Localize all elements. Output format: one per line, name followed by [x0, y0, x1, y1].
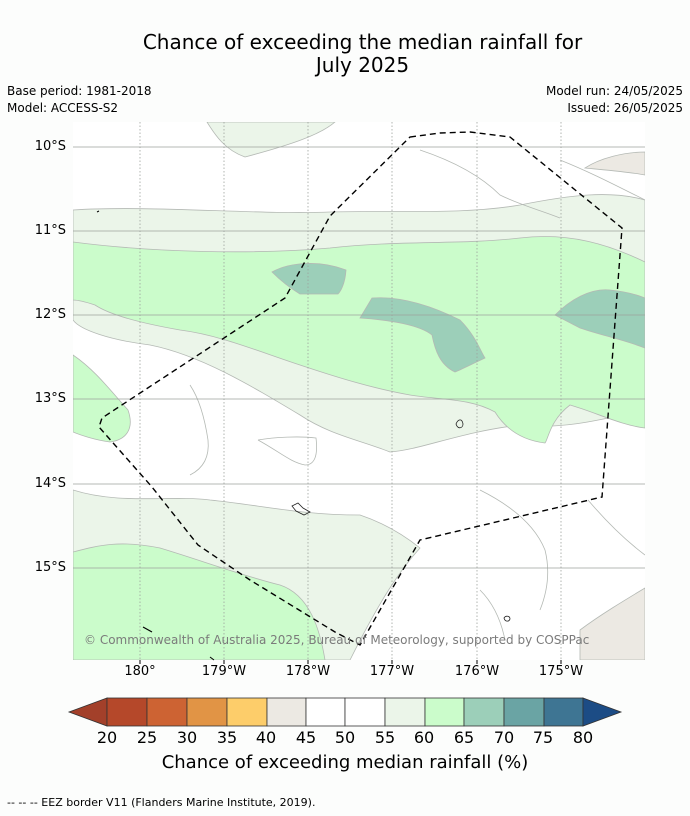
- lat-label: 10°S: [34, 139, 66, 154]
- colorbar-title: Chance of exceeding median rainfall (%): [161, 752, 529, 773]
- colorbar-tick: 25: [136, 728, 158, 747]
- island-b: [291, 502, 311, 516]
- lon-label: 177°W: [369, 664, 415, 679]
- colorbar-swatch-70-75: [503, 697, 545, 727]
- colorbar-swatch-30-35: [186, 697, 228, 727]
- lat-label: 13°S: [34, 391, 66, 406]
- colorbar-tick: 30: [176, 728, 198, 747]
- colorbar-swatch-75-80: [543, 697, 584, 727]
- lon-label: 180°: [124, 664, 156, 679]
- colorbar-tick: 50: [334, 728, 356, 747]
- colorbar-tick: 80: [572, 728, 594, 747]
- colorbar-tick: 40: [255, 728, 277, 747]
- colorbar-tick: 45: [295, 728, 317, 747]
- island-a: [455, 419, 464, 429]
- model-run: Model run: 24/05/2025: [545, 84, 683, 98]
- contour-60-65-west: [73, 354, 131, 443]
- lon-label: 175°W: [538, 664, 584, 679]
- lat-label: 11°S: [34, 223, 66, 238]
- lat-label: 15°S: [34, 560, 66, 575]
- meta-right: Model run: 24/05/2025 Issued: 26/05/2025: [546, 83, 683, 117]
- colorbar: [67, 697, 623, 727]
- eez-footnote: -- -- -- EEZ border V11 (Flanders Marine…: [7, 796, 316, 809]
- lon-label: 178°W: [285, 664, 331, 679]
- lon-label: 179°W: [201, 664, 247, 679]
- colorbar-tick: 70: [493, 728, 515, 747]
- copyright-notice: © Commonwealth of Australia 2025, Bureau…: [84, 633, 590, 647]
- colorbar-swatch-35-40: [226, 697, 268, 727]
- eez-border: [98, 131, 623, 646]
- colorbar-swatch-65-70: [463, 697, 505, 727]
- contour-65-70-b: [359, 297, 486, 373]
- colorbar-tick: 60: [413, 728, 435, 747]
- contour-40-45-ne: [583, 151, 645, 176]
- lon-label: 176°W: [454, 664, 500, 679]
- colorbar-arrow-right: [582, 697, 623, 727]
- meta-left: Base period: 1981-2018 Model: ACCESS-S2: [7, 83, 152, 117]
- colorbar-arrow-left: [67, 697, 108, 727]
- title-line-1: Chance of exceeding the median rainfall …: [142, 30, 583, 54]
- contour-65-70-c: [554, 289, 645, 349]
- model-name: Model: ACCESS-S2: [7, 101, 119, 115]
- colorbar-tick: 75: [532, 728, 554, 747]
- colorbar-tick: 35: [216, 728, 238, 747]
- contour-40-45-se: [579, 587, 645, 660]
- colorbar-swatch-25-30: [146, 697, 188, 727]
- map-gridlines: [73, 146, 645, 569]
- colorbar-swatch-55-60: [384, 697, 426, 727]
- colorbar-tick: 20: [96, 728, 118, 747]
- title-line-2: July 2025: [315, 53, 410, 77]
- colorbar-tick: 55: [374, 728, 396, 747]
- issued-date: Issued: 26/05/2025: [567, 101, 683, 115]
- colorbar-swatch-40-45: [266, 697, 307, 727]
- map-title: Chance of exceeding the median rainfall …: [0, 31, 690, 77]
- colorbar-swatch-45-50: [305, 697, 346, 727]
- contour-55-60-top: [206, 122, 336, 158]
- colorbar-swatch-60-65: [424, 697, 465, 727]
- colorbar-swatch-50-55: [344, 697, 386, 727]
- contour-60-65-southwest: [73, 543, 326, 660]
- lat-label: 14°S: [34, 476, 66, 491]
- contour-60-65-main: [73, 236, 645, 444]
- colorbar-tick: 65: [453, 728, 475, 747]
- lat-label: 12°S: [34, 307, 66, 322]
- island-c: [503, 615, 511, 622]
- base-period: Base period: 1981-2018: [7, 84, 152, 98]
- colorbar-swatch-20-25: [106, 697, 148, 727]
